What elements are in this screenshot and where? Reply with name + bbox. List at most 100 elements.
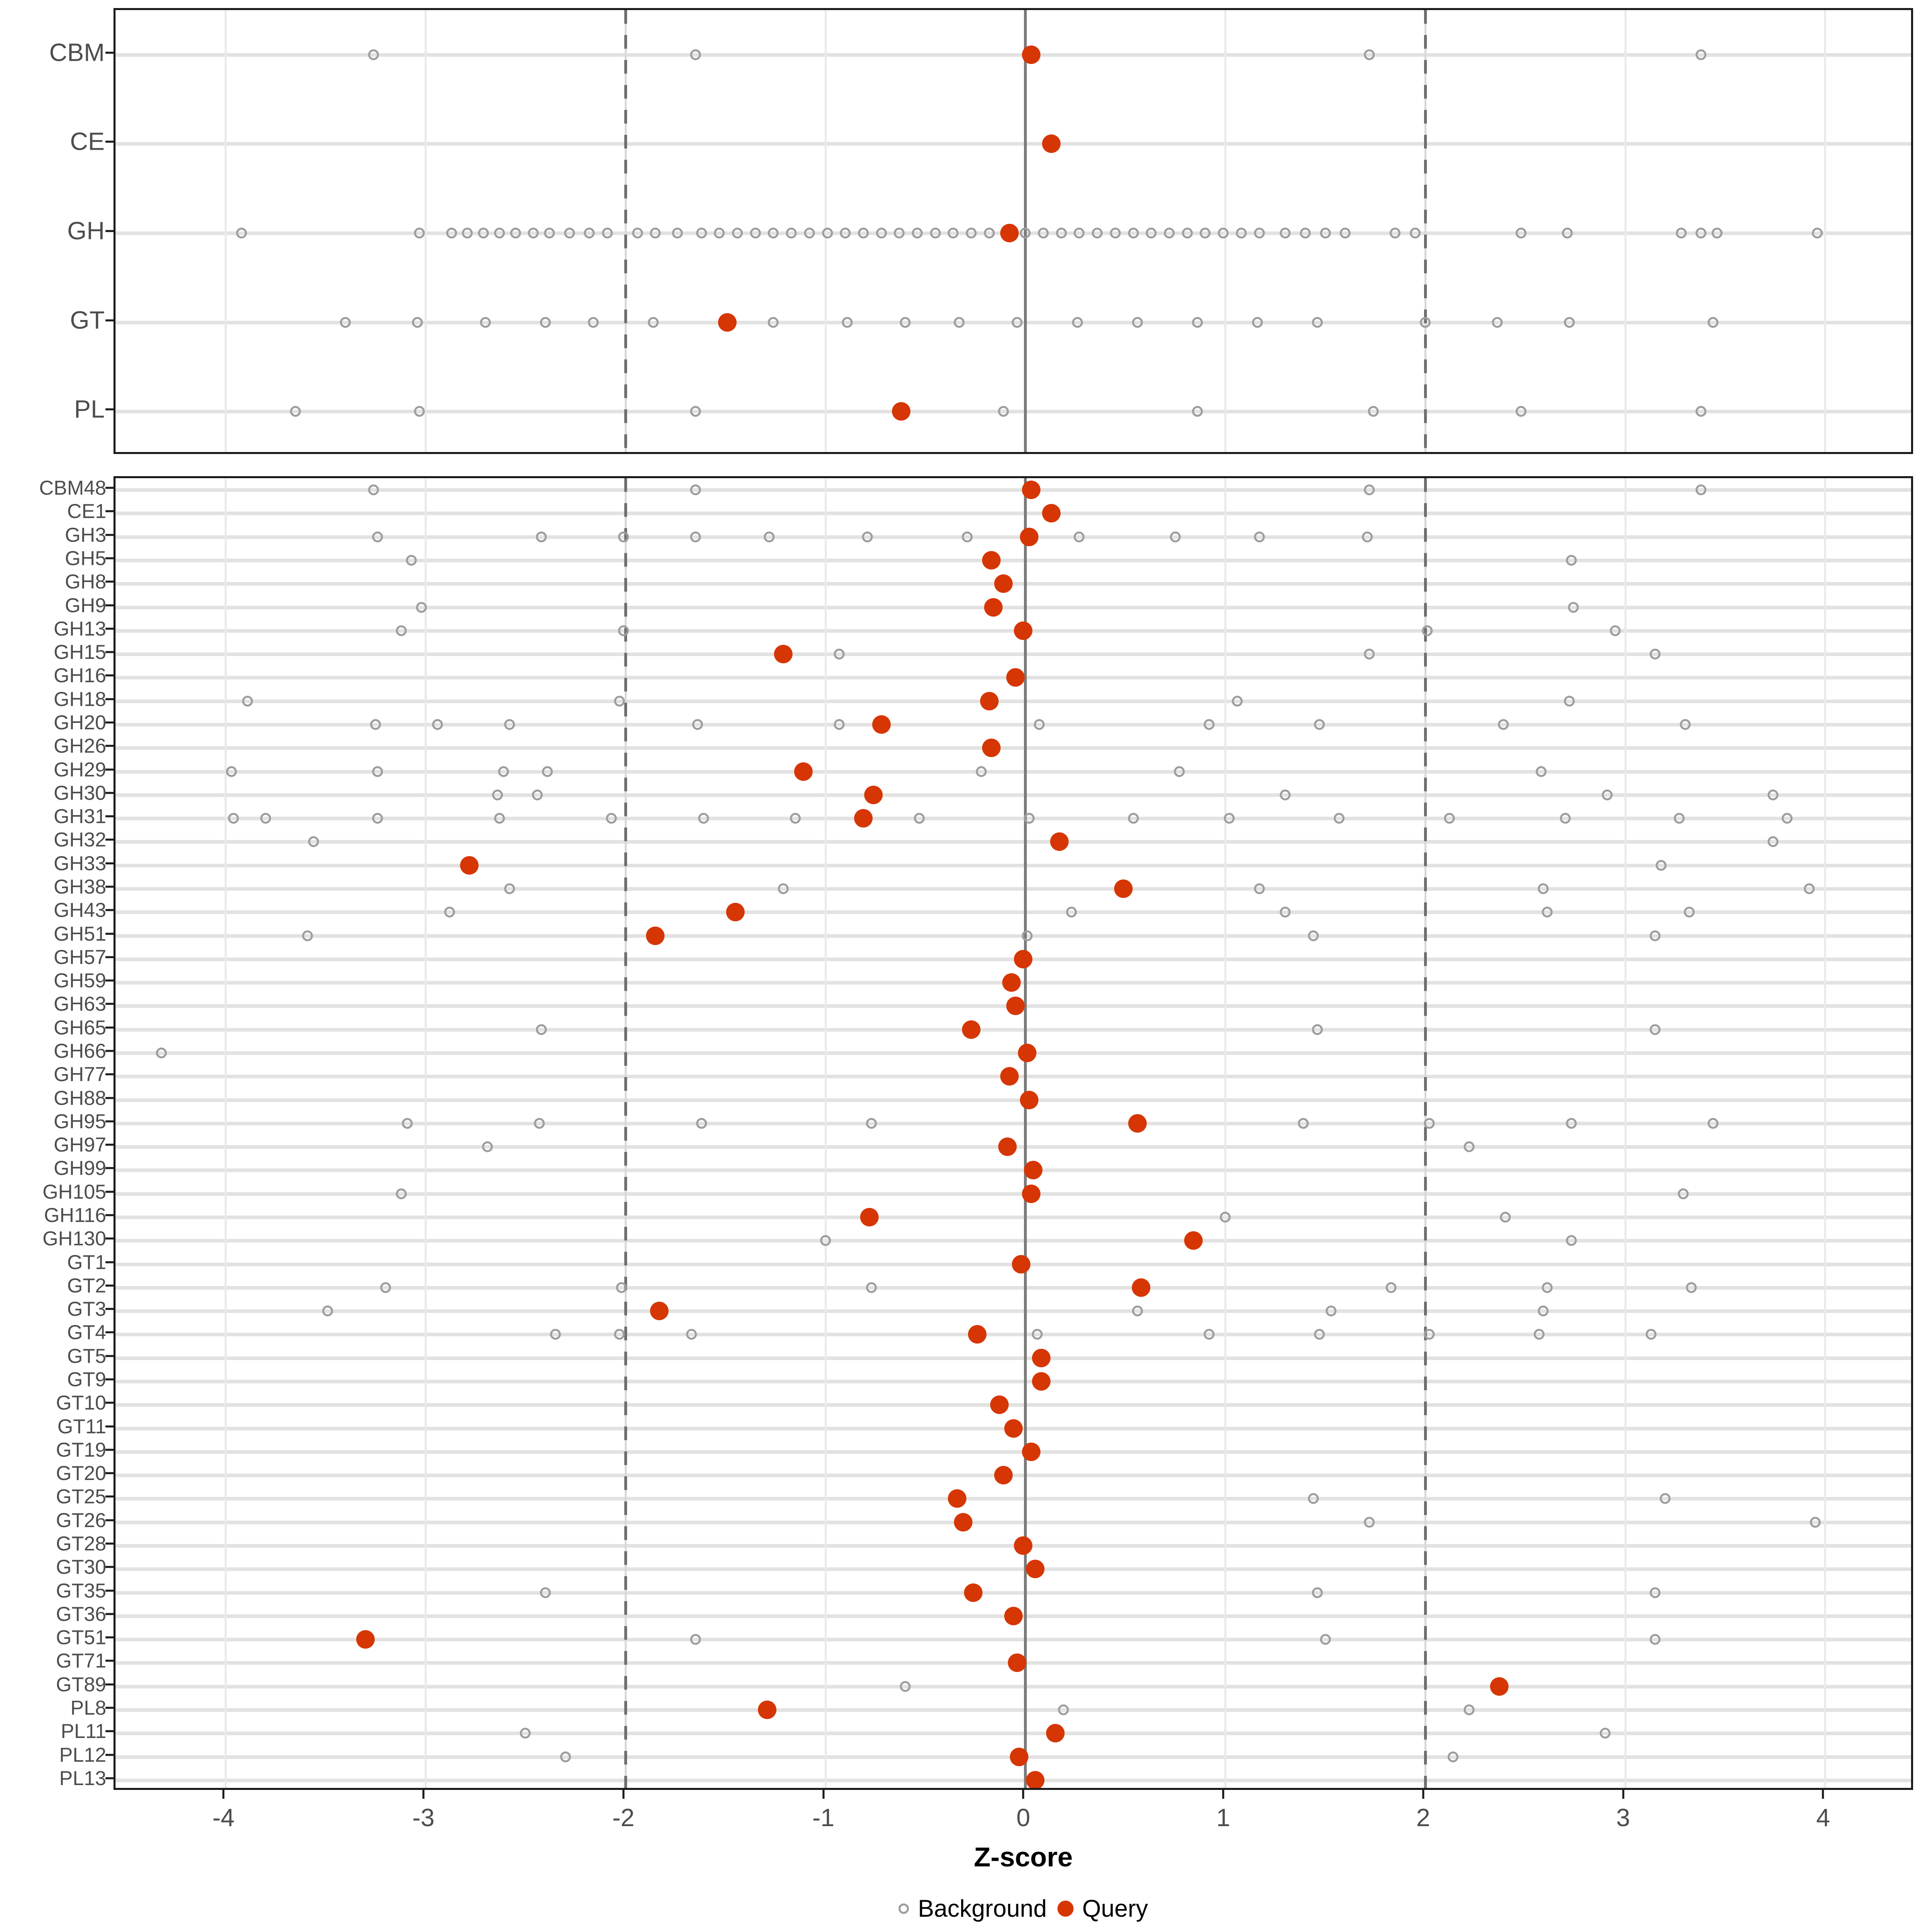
background-point — [1674, 813, 1685, 824]
query-point[interactable] — [948, 1489, 967, 1508]
query-point[interactable] — [726, 903, 745, 922]
background-point — [1534, 1329, 1545, 1340]
query-point[interactable] — [650, 1302, 669, 1321]
query-point[interactable] — [1032, 1372, 1051, 1391]
query-point[interactable] — [1022, 1442, 1041, 1461]
background-point — [976, 766, 987, 777]
query-point[interactable] — [1042, 134, 1061, 153]
query-point[interactable] — [1004, 1606, 1023, 1625]
y-axis-tick — [105, 1425, 114, 1428]
query-point[interactable] — [994, 1466, 1013, 1485]
x-axis-tick-label: -1 — [812, 1804, 835, 1832]
query-point[interactable] — [1032, 1348, 1051, 1367]
query-point[interactable] — [1014, 1536, 1033, 1555]
query-point[interactable] — [1114, 879, 1133, 898]
background-point — [1333, 813, 1345, 824]
query-point[interactable] — [984, 598, 1003, 617]
query-point[interactable] — [758, 1701, 777, 1719]
y-axis-label: GT3 — [67, 1298, 106, 1321]
query-point[interactable] — [1050, 832, 1069, 851]
family-panel — [114, 476, 1913, 1790]
background-point — [1410, 227, 1421, 239]
query-point[interactable] — [460, 856, 479, 875]
background-point — [1707, 317, 1719, 328]
query-point[interactable] — [854, 809, 873, 828]
query-point[interactable] — [1024, 1161, 1043, 1180]
query-point[interactable] — [994, 574, 1013, 593]
query-point[interactable] — [892, 402, 911, 421]
legend-item-query[interactable]: Query — [1057, 1895, 1148, 1922]
query-point[interactable] — [1046, 1724, 1065, 1743]
legend-label-background: Background — [918, 1895, 1047, 1922]
background-point — [584, 227, 595, 239]
query-point[interactable] — [962, 1020, 981, 1039]
query-point[interactable] — [1132, 1278, 1151, 1297]
background-point — [1812, 227, 1823, 239]
query-point[interactable] — [1026, 1771, 1045, 1788]
query-point[interactable] — [1022, 45, 1041, 64]
row-gridline — [116, 53, 1911, 57]
background-point — [1566, 1235, 1577, 1246]
query-point[interactable] — [1014, 949, 1033, 968]
query-point[interactable] — [872, 715, 891, 734]
query-point[interactable] — [964, 1583, 983, 1602]
query-point[interactable] — [1184, 1231, 1203, 1250]
background-point — [947, 227, 959, 239]
background-point — [528, 227, 539, 239]
x-axis-tick-label: 3 — [1616, 1804, 1630, 1832]
query-point[interactable] — [968, 1325, 987, 1344]
query-point[interactable] — [1020, 527, 1039, 546]
query-point[interactable] — [1490, 1677, 1509, 1696]
y-axis-tick — [105, 1237, 114, 1240]
y-axis-tick — [105, 1777, 114, 1779]
query-point[interactable] — [860, 1208, 879, 1226]
query-point[interactable] — [1128, 1114, 1147, 1133]
query-point[interactable] — [1012, 1255, 1031, 1274]
y-axis-label: GT30 — [56, 1556, 106, 1579]
query-point[interactable] — [1004, 1419, 1023, 1438]
query-point[interactable] — [1006, 668, 1025, 687]
query-point[interactable] — [1022, 1184, 1041, 1203]
query-point[interactable] — [1010, 1747, 1029, 1766]
query-point[interactable] — [718, 313, 737, 332]
query-point[interactable] — [1002, 973, 1021, 992]
query-point[interactable] — [646, 926, 665, 945]
query-point[interactable] — [1014, 621, 1033, 640]
query-point[interactable] — [356, 1630, 375, 1649]
query-point[interactable] — [864, 785, 883, 804]
y-axis-label: GT — [70, 306, 105, 334]
y-axis-label: GH13 — [54, 617, 106, 640]
query-point[interactable] — [1000, 224, 1019, 242]
row-gridline — [116, 910, 1911, 914]
background-point — [1602, 789, 1613, 801]
background-point — [1092, 227, 1103, 239]
query-point[interactable] — [980, 691, 999, 710]
background-point — [606, 813, 617, 824]
legend-item-background[interactable]: Background — [898, 1895, 1047, 1922]
query-point[interactable] — [794, 762, 813, 781]
background-point — [1538, 1305, 1549, 1317]
query-point[interactable] — [1000, 1067, 1019, 1086]
query-point[interactable] — [1006, 997, 1025, 1016]
query-point[interactable] — [1022, 481, 1041, 500]
y-axis-label: GH77 — [54, 1063, 106, 1086]
query-point[interactable] — [982, 739, 1001, 758]
query-point[interactable] — [774, 645, 793, 664]
query-point[interactable] — [1020, 1090, 1039, 1109]
row-gridline — [116, 1520, 1911, 1524]
background-point — [1038, 227, 1049, 239]
y-axis-tick — [105, 1214, 114, 1216]
y-axis-label: GH59 — [54, 969, 106, 992]
query-point[interactable] — [1042, 504, 1061, 523]
query-point[interactable] — [1026, 1560, 1045, 1579]
query-point[interactable] — [982, 551, 1001, 570]
query-point[interactable] — [998, 1137, 1017, 1156]
query-point[interactable] — [1018, 1044, 1037, 1062]
query-point[interactable] — [954, 1513, 973, 1532]
background-point — [550, 1329, 561, 1340]
query-point[interactable] — [1008, 1653, 1027, 1672]
query-point[interactable] — [990, 1395, 1009, 1414]
background-point — [1192, 317, 1203, 328]
y-axis-label: PL11 — [60, 1720, 106, 1743]
background-point — [534, 1118, 545, 1129]
